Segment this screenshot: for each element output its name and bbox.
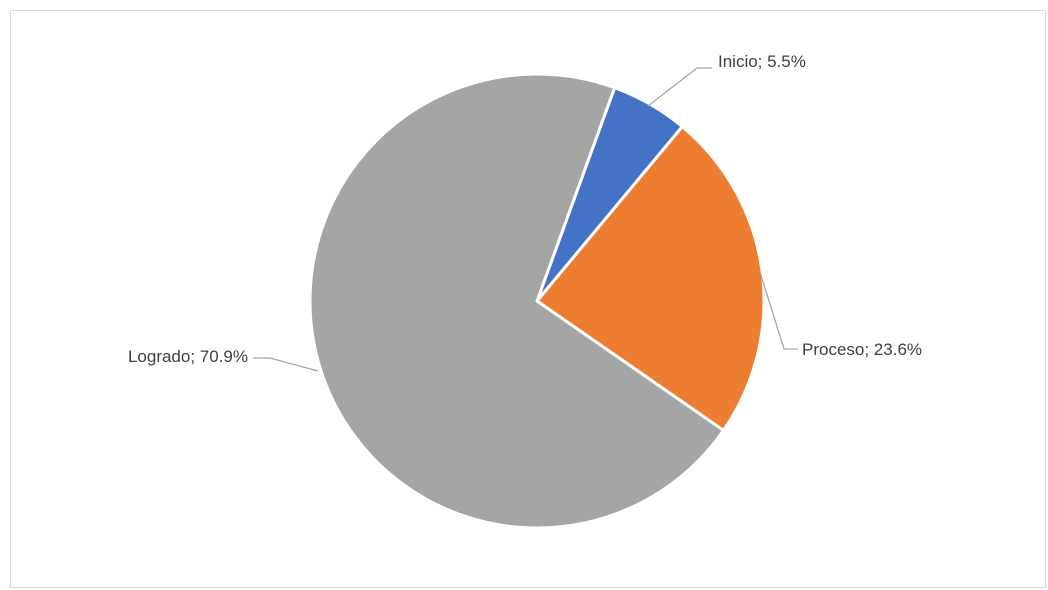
- leader-lines: [253, 67, 798, 372]
- data-labels: Inicio; 5.5% Proceso; 23.6% Logrado; 70.…: [128, 52, 922, 366]
- leader-line-inicio: [647, 67, 712, 107]
- pie-slices: [308, 72, 766, 530]
- pie-slice-proceso: [535, 125, 766, 432]
- data-label-inicio: Inicio; 5.5%: [718, 52, 806, 71]
- data-label-proceso: Proceso; 23.6%: [802, 340, 922, 359]
- pie-slice-logrado: [308, 72, 725, 530]
- leader-line-proceso: [759, 271, 798, 350]
- leader-line-logrado: [253, 357, 319, 372]
- data-label-logrado: Logrado; 70.9%: [128, 347, 248, 366]
